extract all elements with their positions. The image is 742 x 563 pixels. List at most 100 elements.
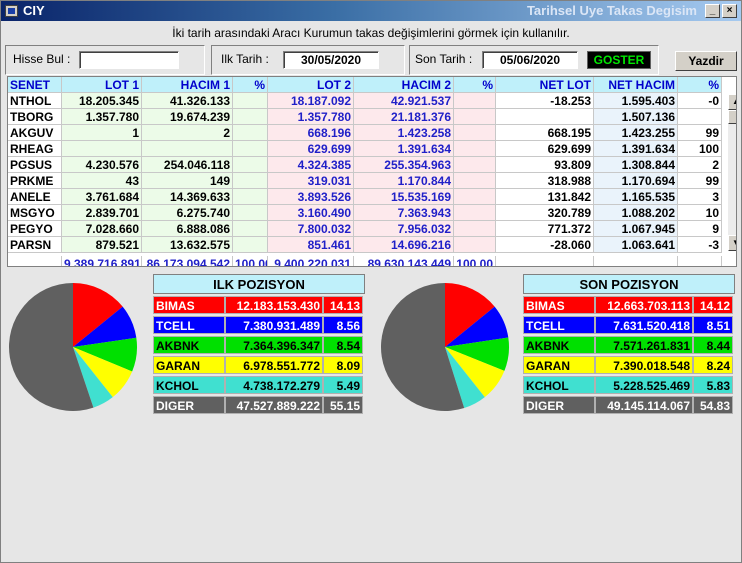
- table-cell-pct2[interactable]: [454, 109, 496, 125]
- table-cell-lot2[interactable]: 629.699: [268, 141, 354, 157]
- table-cell-hacim2[interactable]: 1.170.844: [354, 173, 454, 189]
- table-cell-hacim2[interactable]: 15.535.169: [354, 189, 454, 205]
- table-cell-nethacim[interactable]: 1.507.136: [594, 109, 678, 125]
- hisse-search-input[interactable]: [79, 51, 179, 69]
- table-cell-hacim1[interactable]: [142, 141, 233, 157]
- table-cell-pct2[interactable]: [454, 173, 496, 189]
- table-cell-pct1[interactable]: [233, 221, 268, 237]
- table-cell-pct2[interactable]: [454, 237, 496, 253]
- table-cell-pct3[interactable]: 9: [678, 221, 722, 237]
- table-cell-hacim2[interactable]: 14.696.216: [354, 237, 454, 253]
- table-cell-pct2[interactable]: [454, 141, 496, 157]
- table-cell-nethacim[interactable]: 1.067.945: [594, 221, 678, 237]
- table-cell-lot1[interactable]: [62, 141, 142, 157]
- table-cell-lot2[interactable]: 7.800.032: [268, 221, 354, 237]
- table-cell-netlot[interactable]: -28.060: [496, 237, 594, 253]
- table-cell-hacim1[interactable]: 2: [142, 125, 233, 141]
- table-cell-netlot[interactable]: 629.699: [496, 141, 594, 157]
- table-cell-hacim1[interactable]: 13.632.575: [142, 237, 233, 253]
- table-cell-pct3[interactable]: 100: [678, 141, 722, 157]
- table-cell-hacim2[interactable]: 7.363.943: [354, 205, 454, 221]
- scroll-down-arrow-icon[interactable]: ▼: [728, 235, 736, 251]
- table-cell-pct2[interactable]: [454, 157, 496, 173]
- table-cell-lot1[interactable]: 2.839.701: [62, 205, 142, 221]
- table-cell-nethacim[interactable]: 1.165.535: [594, 189, 678, 205]
- table-cell-lot1[interactable]: 1.357.780: [62, 109, 142, 125]
- son-tarih-field[interactable]: 05/06/2020: [482, 51, 578, 69]
- table-cell-lot1[interactable]: 43: [62, 173, 142, 189]
- table-cell-pct3[interactable]: [678, 109, 722, 125]
- table-cell-senet[interactable]: ANELE: [8, 189, 62, 205]
- table-cell-pct1[interactable]: [233, 141, 268, 157]
- table-cell-netlot[interactable]: 771.372: [496, 221, 594, 237]
- table-cell-pct1[interactable]: [233, 189, 268, 205]
- table-cell-nethacim[interactable]: 1.391.634: [594, 141, 678, 157]
- table-cell-pct3[interactable]: -0: [678, 93, 722, 109]
- table-cell-netlot[interactable]: 320.789: [496, 205, 594, 221]
- table-cell-hacim1[interactable]: 149: [142, 173, 233, 189]
- column-header-hacim2[interactable]: HACIM 2: [354, 77, 454, 93]
- yazdir-button[interactable]: Yazdir: [675, 51, 737, 71]
- column-header-pct1[interactable]: %: [233, 77, 268, 93]
- column-header-lot1[interactable]: LOT 1: [62, 77, 142, 93]
- table-cell-lot1[interactable]: 1: [62, 125, 142, 141]
- table-cell-netlot[interactable]: 668.195: [496, 125, 594, 141]
- table-cell-lot2[interactable]: 1.357.780: [268, 109, 354, 125]
- table-cell-lot1[interactable]: 7.028.660: [62, 221, 142, 237]
- column-header-pct3[interactable]: %: [678, 77, 722, 93]
- table-cell-senet[interactable]: AKGUV: [8, 125, 62, 141]
- column-header-lot2[interactable]: LOT 2: [268, 77, 354, 93]
- table-cell-pct3[interactable]: 10: [678, 205, 722, 221]
- table-cell-hacim1[interactable]: 41.326.133: [142, 93, 233, 109]
- table-cell-pct1[interactable]: [233, 125, 268, 141]
- table-cell-lot2[interactable]: 851.461: [268, 237, 354, 253]
- table-cell-pct3[interactable]: 99: [678, 173, 722, 189]
- table-cell-pct2[interactable]: [454, 205, 496, 221]
- table-cell-nethacim[interactable]: 1.088.202: [594, 205, 678, 221]
- column-header-netlot[interactable]: NET LOT: [496, 77, 594, 93]
- table-cell-nethacim[interactable]: 1.063.641: [594, 237, 678, 253]
- table-cell-pct1[interactable]: [233, 237, 268, 253]
- ilk-tarih-field[interactable]: 30/05/2020: [283, 51, 379, 69]
- table-cell-netlot[interactable]: 318.988: [496, 173, 594, 189]
- table-cell-nethacim[interactable]: 1.595.403: [594, 93, 678, 109]
- table-cell-hacim2[interactable]: 255.354.963: [354, 157, 454, 173]
- table-cell-lot1[interactable]: 3.761.684: [62, 189, 142, 205]
- table-cell-hacim2[interactable]: 42.921.537: [354, 93, 454, 109]
- table-cell-netlot[interactable]: -18.253: [496, 93, 594, 109]
- table-cell-nethacim[interactable]: 1.423.255: [594, 125, 678, 141]
- table-cell-pct3[interactable]: 2: [678, 157, 722, 173]
- table-cell-lot2[interactable]: 3.160.490: [268, 205, 354, 221]
- table-cell-pct3[interactable]: 3: [678, 189, 722, 205]
- table-cell-pct3[interactable]: 99: [678, 125, 722, 141]
- table-cell-lot1[interactable]: 18.205.345: [62, 93, 142, 109]
- minimize-button[interactable]: _: [705, 4, 720, 18]
- table-cell-lot1[interactable]: 4.230.576: [62, 157, 142, 173]
- table-cell-senet[interactable]: PEGYO: [8, 221, 62, 237]
- table-cell-pct1[interactable]: [233, 205, 268, 221]
- table-cell-netlot[interactable]: 131.842: [496, 189, 594, 205]
- table-cell-hacim2[interactable]: 1.391.634: [354, 141, 454, 157]
- table-cell-nethacim[interactable]: 1.308.844: [594, 157, 678, 173]
- title-bar[interactable]: CIY Tarihsel Uye Takas Degisim _ ×: [1, 1, 741, 21]
- table-cell-pct2[interactable]: [454, 125, 496, 141]
- column-header-nethacim[interactable]: NET HACIM: [594, 77, 678, 93]
- table-cell-lot2[interactable]: 319.031: [268, 173, 354, 189]
- close-button[interactable]: ×: [722, 4, 737, 18]
- table-cell-hacim2[interactable]: 7.956.032: [354, 221, 454, 237]
- scroll-thumb[interactable]: [728, 110, 736, 124]
- table-cell-lot2[interactable]: 3.893.526: [268, 189, 354, 205]
- table-cell-hacim1[interactable]: 254.046.118: [142, 157, 233, 173]
- table-cell-senet[interactable]: TBORG: [8, 109, 62, 125]
- table-cell-hacim1[interactable]: 6.888.086: [142, 221, 233, 237]
- table-cell-pct1[interactable]: [233, 157, 268, 173]
- table-cell-senet[interactable]: PARSN: [8, 237, 62, 253]
- table-cell-senet[interactable]: RHEAG: [8, 141, 62, 157]
- table-cell-hacim1[interactable]: 6.275.740: [142, 205, 233, 221]
- table-cell-senet[interactable]: PRKME: [8, 173, 62, 189]
- table-cell-senet[interactable]: NTHOL: [8, 93, 62, 109]
- table-cell-pct1[interactable]: [233, 109, 268, 125]
- column-header-senet[interactable]: SENET: [8, 77, 62, 93]
- table-cell-nethacim[interactable]: 1.170.694: [594, 173, 678, 189]
- table-cell-pct3[interactable]: -3: [678, 237, 722, 253]
